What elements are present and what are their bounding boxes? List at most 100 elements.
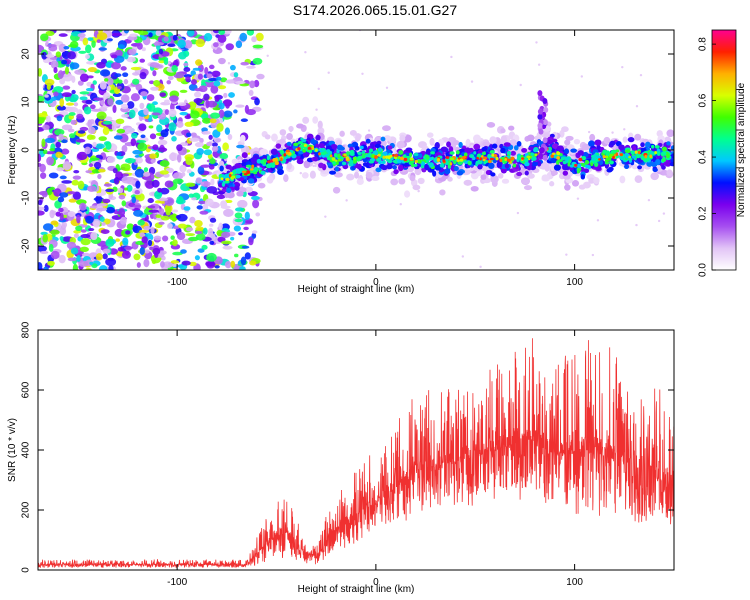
signal-blob xyxy=(430,151,435,155)
noise-blob xyxy=(123,187,129,191)
spec-y-tick-label: 10 xyxy=(21,96,32,108)
signal-blob xyxy=(477,163,483,170)
noise-dot xyxy=(587,130,591,134)
noise-blob xyxy=(118,194,126,200)
noise-blob xyxy=(143,258,150,268)
signal-blob xyxy=(377,157,382,162)
signal-blob xyxy=(317,127,325,135)
noise-blob xyxy=(217,57,226,65)
signal-blob xyxy=(500,167,507,174)
signal-blob xyxy=(654,151,658,155)
noise-blob xyxy=(117,44,126,49)
signal-blob xyxy=(283,174,289,183)
signal-blob xyxy=(654,145,660,149)
signal-blob xyxy=(564,159,569,163)
noise-blob xyxy=(102,198,111,204)
noise-blob xyxy=(123,79,129,85)
noise-blob xyxy=(252,57,263,65)
signal-blob xyxy=(356,178,364,186)
noise-blob xyxy=(38,68,43,77)
noise-blob xyxy=(90,231,98,241)
noise-blob xyxy=(222,142,229,152)
signal-blob xyxy=(260,170,266,175)
noise-blob xyxy=(202,117,212,124)
noise-blob xyxy=(121,250,131,259)
signal-blob xyxy=(243,172,248,176)
signal-blob xyxy=(270,148,278,155)
signal-blob xyxy=(382,155,386,159)
signal-blob xyxy=(637,165,643,170)
signal-blob xyxy=(282,158,287,163)
noise-blob xyxy=(86,185,97,192)
noise-blob xyxy=(172,34,178,41)
noise-blob xyxy=(221,231,231,238)
noise-blob xyxy=(177,51,187,60)
noise-blob xyxy=(183,206,191,211)
signal-blob xyxy=(417,159,422,164)
noise-blob xyxy=(197,166,205,175)
noise-blob xyxy=(44,137,56,144)
noise-blob xyxy=(241,245,250,249)
noise-blob xyxy=(46,44,57,48)
signal-blob xyxy=(354,146,360,151)
noise-blob xyxy=(76,254,81,263)
noise-blob xyxy=(120,216,127,225)
noise-blob xyxy=(187,30,195,37)
noise-blob xyxy=(190,79,198,85)
noise-blob xyxy=(159,160,170,167)
noise-blob xyxy=(105,141,112,150)
signal-blob xyxy=(308,149,313,154)
signal-blob xyxy=(251,164,255,169)
signal-blob xyxy=(495,156,499,161)
signal-blob xyxy=(516,140,522,147)
noise-blob xyxy=(147,205,156,209)
noise-blob xyxy=(139,232,145,238)
signal-blob xyxy=(339,130,345,137)
colorbar-tick-label: 0.0 xyxy=(698,263,709,277)
noise-blob xyxy=(248,89,254,97)
signal-blob xyxy=(410,163,415,168)
noise-blob xyxy=(255,32,264,42)
signal-blob xyxy=(464,161,469,165)
noise-blob xyxy=(102,126,110,136)
signal-blob xyxy=(544,163,550,172)
noise-dot xyxy=(345,199,348,202)
noise-blob xyxy=(239,266,246,270)
noise-blob xyxy=(148,209,160,213)
signal-blob xyxy=(588,177,595,184)
signal-blob xyxy=(334,166,339,172)
noise-dot xyxy=(576,197,580,200)
noise-blob xyxy=(206,252,217,262)
signal-blob xyxy=(622,136,628,143)
noise-blob xyxy=(163,36,169,42)
signal-blob xyxy=(396,159,402,164)
signal-blob xyxy=(605,155,609,159)
signal-blob xyxy=(499,158,503,163)
signal-blob xyxy=(302,152,310,158)
noise-blob xyxy=(194,220,203,227)
spectrogram-x-label: Height of straight line (km) xyxy=(298,284,415,295)
noise-blob xyxy=(104,78,109,82)
noise-blob xyxy=(67,51,77,60)
noise-blob xyxy=(223,92,228,98)
signal-blob xyxy=(549,181,555,187)
noise-blob xyxy=(48,172,59,179)
signal-blob xyxy=(491,143,498,149)
noise-blob xyxy=(59,227,67,236)
noise-blob xyxy=(75,225,83,232)
signal-blob xyxy=(280,157,283,162)
signal-blob xyxy=(469,154,475,159)
noise-blob xyxy=(56,105,66,111)
noise-blob xyxy=(46,84,51,90)
noise-blob xyxy=(131,132,138,139)
noise-blob xyxy=(86,134,94,140)
noise-blob xyxy=(95,253,103,261)
signal-blob xyxy=(482,158,486,162)
burst-blob xyxy=(537,108,543,115)
signal-blob xyxy=(277,165,284,171)
noise-blob xyxy=(59,77,66,85)
noise-blob xyxy=(167,75,174,81)
signal-blob xyxy=(337,158,342,162)
noise-blob xyxy=(112,167,118,174)
signal-blob xyxy=(293,142,299,147)
